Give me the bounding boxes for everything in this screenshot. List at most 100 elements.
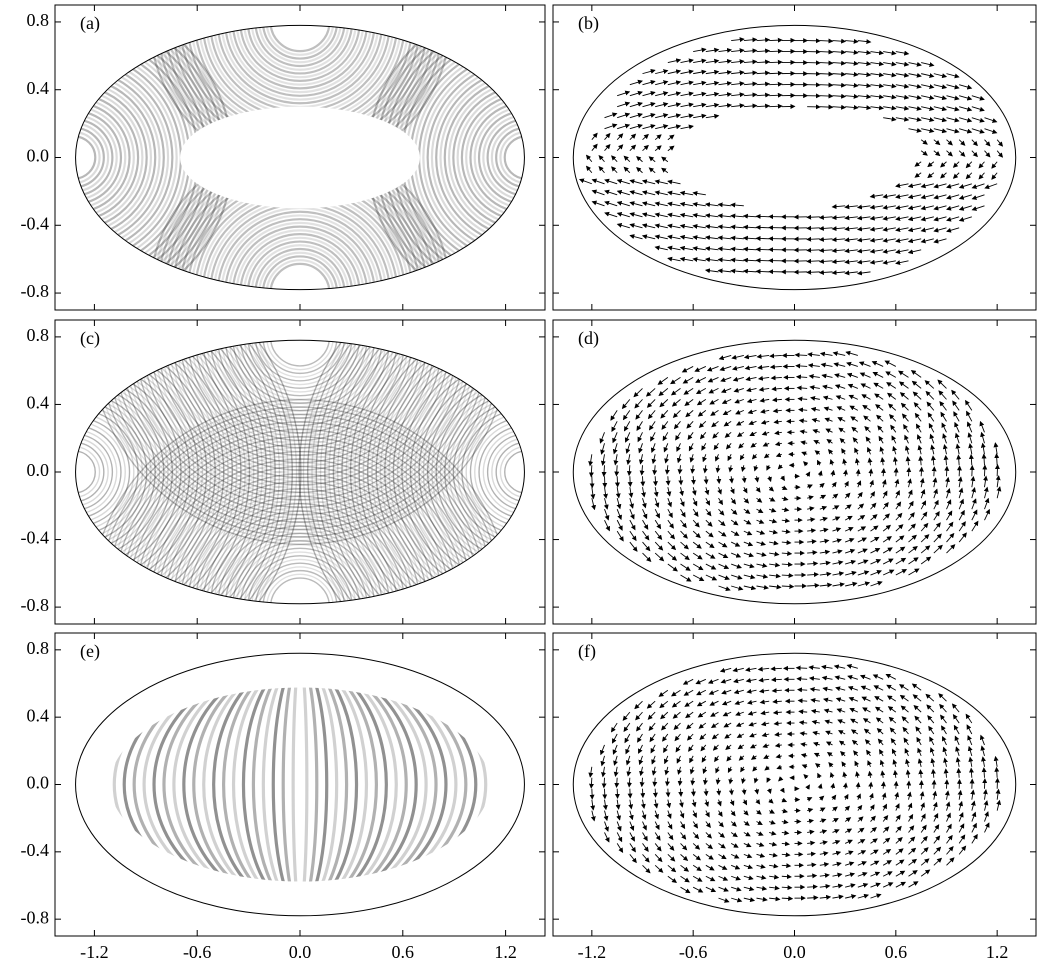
arrow [598, 154, 605, 163]
arrow [872, 674, 884, 680]
arrow [769, 852, 778, 858]
arrow [831, 204, 846, 210]
arrow [690, 465, 696, 474]
arrow [871, 361, 884, 367]
fringe [115, 340, 485, 519]
arrow [704, 246, 719, 252]
arrow [702, 766, 708, 775]
arrow [920, 511, 928, 521]
arrow [629, 234, 643, 240]
fringe [75, 118, 114, 197]
arrow [779, 787, 785, 794]
fringe [261, 25, 339, 60]
fringe [75, 407, 139, 537]
arrow [831, 794, 837, 801]
fringe [75, 130, 101, 185]
arrow [703, 788, 709, 797]
arrow [756, 885, 768, 891]
arrow [957, 789, 963, 800]
arrow [654, 234, 668, 240]
arrow [781, 562, 793, 567]
fringe [315, 340, 525, 604]
arrow [819, 582, 833, 588]
arrow [730, 519, 739, 526]
arrow [762, 743, 770, 749]
arrow [667, 541, 677, 551]
arrow [818, 258, 833, 264]
arrow [870, 83, 885, 89]
arrow [874, 706, 884, 713]
arrow [930, 444, 936, 455]
fringe [75, 420, 126, 524]
arrow [699, 733, 707, 741]
arrow [718, 563, 730, 570]
arrow [886, 695, 897, 702]
arrow [775, 452, 782, 458]
arrow [971, 95, 985, 101]
arrow [730, 541, 741, 547]
arrow [920, 194, 934, 200]
arrow [769, 70, 783, 76]
arrow [991, 172, 998, 180]
arrow [663, 755, 669, 765]
arrow [704, 257, 719, 263]
arrow [756, 519, 765, 524]
fringe [418, 365, 525, 579]
arrow [899, 392, 909, 400]
arrow [908, 534, 917, 543]
arrow [898, 381, 909, 389]
arrow [759, 397, 770, 403]
arrow [946, 227, 960, 233]
arrow [904, 748, 910, 757]
arrow [742, 257, 757, 263]
arrow [844, 839, 853, 845]
arrow [895, 260, 909, 266]
arrow [701, 755, 707, 763]
arrow [666, 799, 672, 809]
arrow [770, 677, 782, 683]
fringe [75, 391, 156, 553]
arrow [673, 421, 681, 430]
arrow [641, 190, 656, 196]
fringe [205, 199, 395, 290]
arrow [756, 508, 764, 513]
fringe [107, 340, 493, 527]
arrow [655, 102, 669, 108]
arrow [730, 530, 740, 536]
arrow [692, 530, 701, 539]
arrow [611, 733, 618, 744]
arrow [907, 802, 913, 811]
arrow [857, 94, 872, 100]
fringe [156, 465, 444, 604]
fringe [137, 340, 463, 497]
arrow [654, 190, 668, 196]
fringe [75, 109, 123, 206]
arrow [696, 689, 707, 696]
arrow [933, 194, 947, 200]
arrow [674, 733, 681, 742]
fringe [465, 97, 525, 218]
arrow [695, 678, 707, 685]
arrow [920, 824, 927, 833]
fringe [220, 25, 380, 101]
arrow [983, 800, 989, 811]
fringe [227, 221, 373, 290]
arrow [683, 689, 694, 696]
arrow [821, 373, 833, 379]
arrow [835, 395, 846, 400]
arrow [895, 238, 909, 244]
arrow [845, 883, 856, 889]
fringe [247, 555, 353, 604]
fringe [239, 25, 361, 83]
arrow [680, 875, 690, 883]
arrow [650, 744, 656, 754]
arrow [667, 498, 672, 508]
fringe [213, 340, 387, 423]
arrow [603, 810, 609, 822]
arrow [692, 864, 702, 872]
fringe [75, 340, 238, 604]
arrow [654, 498, 660, 508]
arrow [680, 574, 692, 582]
arrow [823, 406, 833, 412]
arrow [845, 104, 859, 110]
